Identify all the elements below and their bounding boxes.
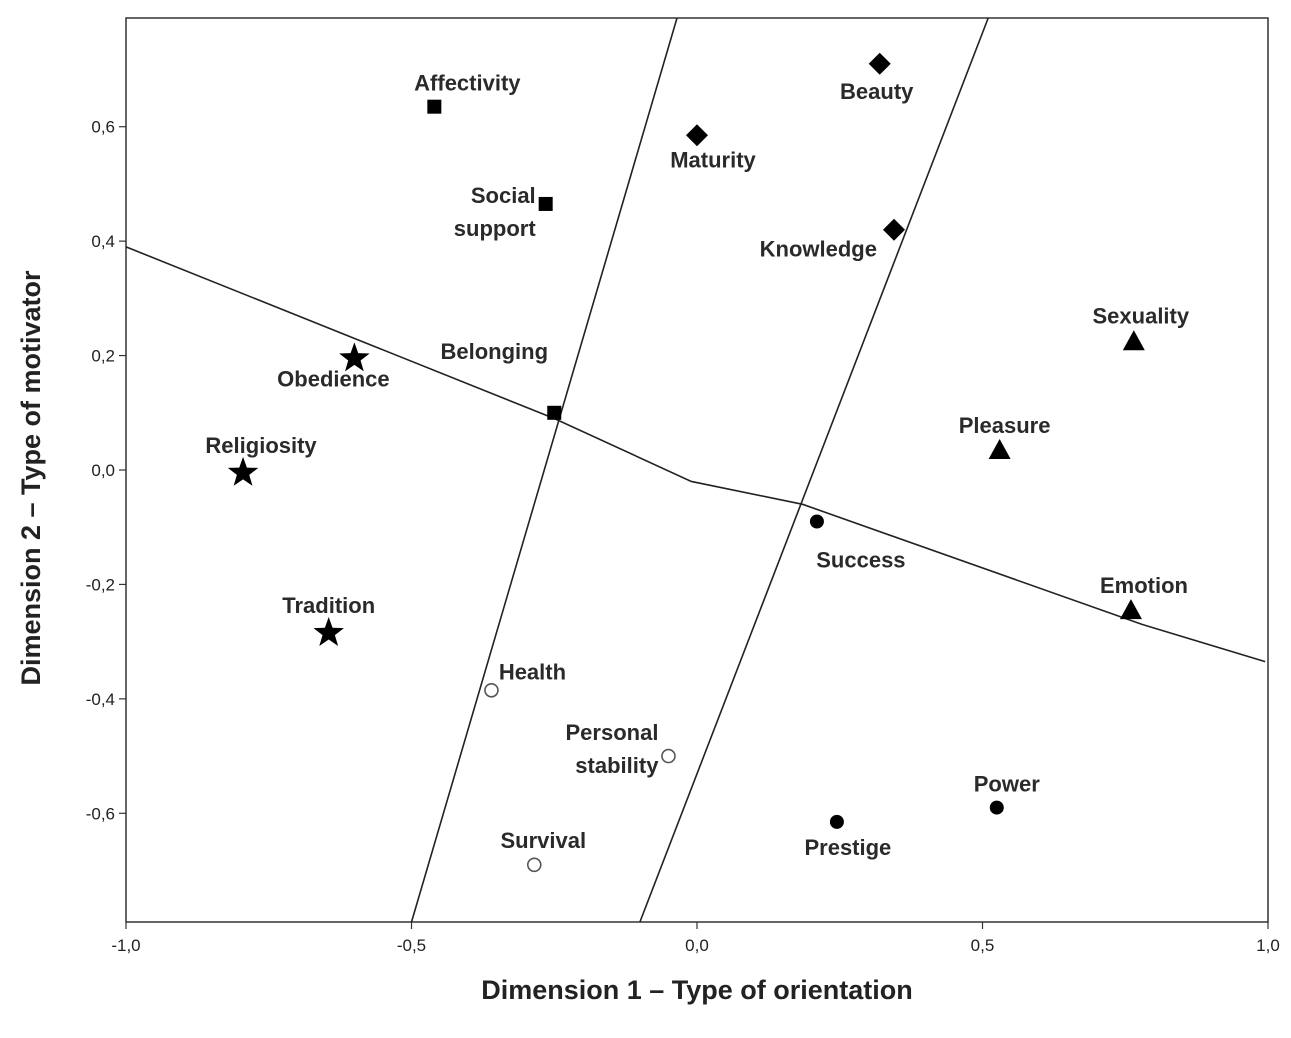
label-knowledge: Knowledge — [760, 237, 877, 262]
label-social-support: Social support — [454, 183, 537, 241]
x-axis-title: Dimension 1 – Type of orientation — [481, 975, 913, 1005]
label-belonging: Belonging — [440, 339, 548, 364]
plot-area — [125, 17, 1269, 923]
label-success: Success — [816, 547, 905, 572]
y-tick-label: -0,6 — [86, 804, 115, 823]
label-obedience: Obedience — [277, 366, 389, 391]
label-prestige: Prestige — [804, 835, 891, 860]
label-pleasure: Pleasure — [959, 413, 1051, 438]
marker-pleasure — [988, 438, 1011, 459]
boundary-line-3 — [639, 17, 989, 923]
label-sexuality: Sexuality — [1093, 303, 1190, 328]
label-survival: Survival — [500, 828, 586, 853]
marker-obedience — [339, 342, 370, 372]
y-tick-label: 0,2 — [91, 347, 115, 366]
marker-emotion — [1119, 599, 1142, 620]
data-points: Affectivity Social support Belonging Beauty M… — [205, 52, 1190, 873]
marker-success — [809, 514, 824, 529]
marker-belonging — [547, 405, 562, 420]
label-personal-stability: Personal stability — [566, 720, 660, 778]
label-health: Health — [499, 659, 566, 684]
marker-sexuality — [1122, 330, 1145, 351]
marker-affectivity — [427, 99, 442, 114]
label-tradition: Tradition — [282, 593, 375, 618]
marker-health — [484, 682, 499, 698]
y-tick-label: -0,4 — [86, 690, 115, 709]
y-tick-label: -0,2 — [86, 575, 115, 594]
boundary-lines — [125, 17, 1266, 923]
boundary-line-2 — [410, 17, 678, 923]
y-tick-label: 0,0 — [91, 461, 115, 480]
label-beauty: Beauty — [840, 79, 914, 104]
marker-prestige — [829, 814, 844, 829]
label-religiosity: Religiosity — [205, 433, 317, 458]
marker-tradition — [313, 617, 344, 647]
label-power: Power — [974, 772, 1040, 797]
y-tick-label: 0,4 — [91, 232, 115, 251]
axis-ticks: -1,0 -0,5 0,0 0,5 1,0 -0,6 -0,4 -0,2 0,0 0,2 0,4 0,… — [86, 118, 1280, 955]
marker-survival — [526, 857, 542, 873]
boundary-line-1 — [125, 246, 1266, 663]
marker-power — [989, 800, 1004, 815]
y-axis-title: Dimension 2 – Type of motivator — [16, 270, 46, 686]
x-tick-label: 1,0 — [1256, 936, 1280, 955]
marker-knowledge — [882, 218, 905, 241]
marker-maturity — [686, 124, 708, 147]
marker-religiosity — [227, 456, 259, 486]
x-tick-label: 0,0 — [685, 936, 709, 955]
marker-beauty — [868, 52, 891, 75]
x-tick-label: -1,0 — [111, 936, 140, 955]
marker-social-support — [538, 196, 553, 211]
y-tick-label: 0,6 — [91, 118, 115, 137]
marker-personal-stability — [661, 748, 676, 764]
label-maturity: Maturity — [670, 147, 756, 172]
label-emotion: Emotion — [1100, 573, 1188, 598]
label-affectivity: Affectivity — [414, 71, 521, 96]
x-tick-label: 0,5 — [971, 936, 995, 955]
x-tick-label: -0,5 — [397, 936, 426, 955]
